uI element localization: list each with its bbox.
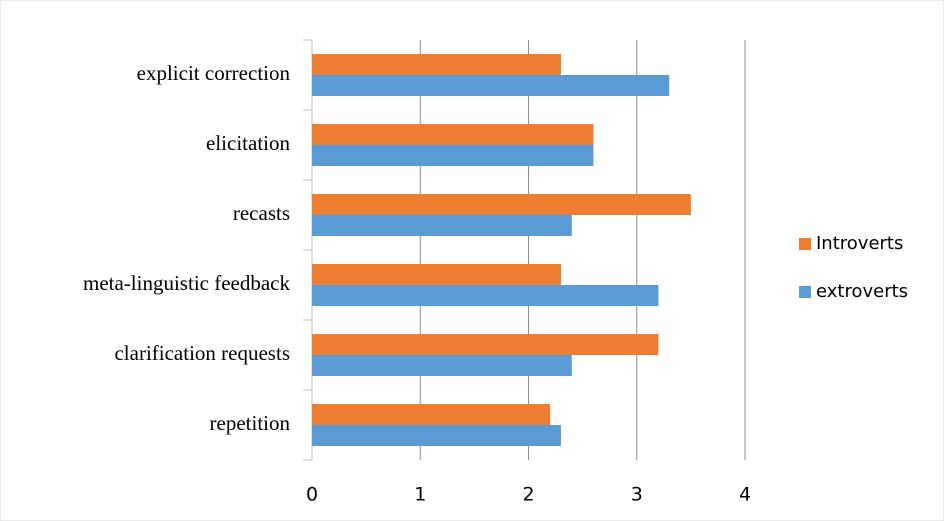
legend-label: Introverts bbox=[816, 233, 903, 254]
bar bbox=[312, 145, 594, 166]
bar bbox=[312, 355, 572, 376]
bar bbox=[312, 404, 551, 425]
legend-label: extroverts bbox=[816, 281, 908, 302]
bar bbox=[312, 425, 561, 446]
bar bbox=[312, 54, 561, 75]
y-tick-label: meta-linguistic feedback bbox=[83, 271, 290, 295]
bar bbox=[312, 215, 572, 236]
bar bbox=[312, 194, 691, 215]
y-tick-label: recasts bbox=[233, 201, 290, 225]
legend-swatch bbox=[799, 286, 811, 298]
x-tick-label: 1 bbox=[414, 484, 426, 506]
bar bbox=[312, 75, 670, 96]
bar bbox=[312, 334, 659, 355]
bar bbox=[312, 124, 594, 145]
y-tick-label: elicitation bbox=[206, 131, 290, 155]
y-tick-label: repetition bbox=[210, 411, 291, 435]
x-tick-label: 3 bbox=[631, 484, 643, 506]
y-tick-label: explicit correction bbox=[137, 61, 291, 85]
x-tick-label: 4 bbox=[739, 484, 751, 506]
legend-swatch bbox=[799, 238, 811, 250]
bar bbox=[312, 264, 561, 285]
bar bbox=[312, 285, 659, 306]
x-tick-label: 0 bbox=[306, 484, 318, 506]
x-tick-label: 2 bbox=[522, 484, 534, 506]
y-tick-label: clarification requests bbox=[114, 341, 290, 365]
